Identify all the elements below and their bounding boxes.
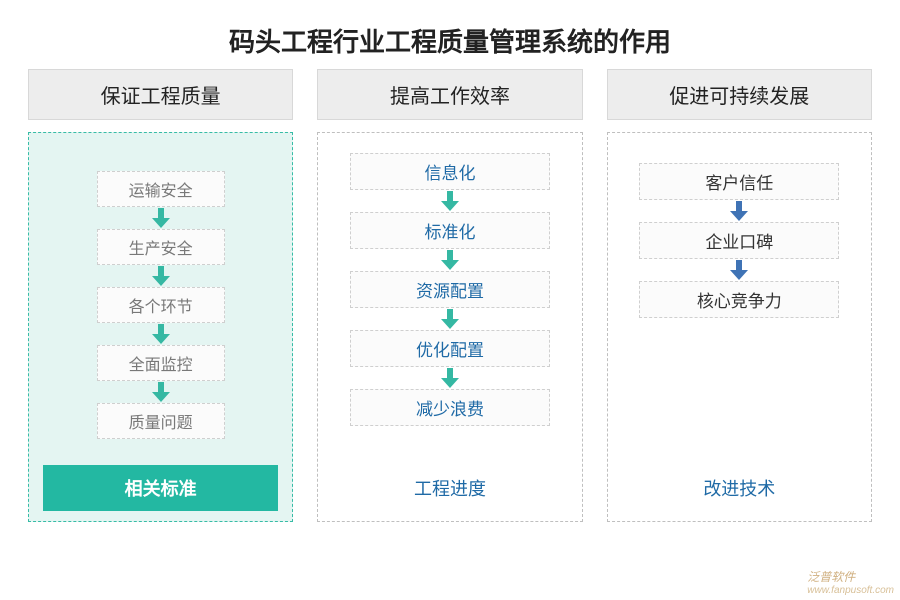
flow-box-label: 核心竞争力 xyxy=(697,292,782,311)
flow-arrow-icon xyxy=(441,367,459,389)
flow-box-label: 减少浪费 xyxy=(416,400,484,419)
flow-box: 企业口碑 xyxy=(639,222,839,259)
columns-container: 保证工程质量运输安全生产安全各个环节全面监控质量问题相关标准提高工作效率信息化标… xyxy=(0,69,900,522)
col-quality-footer: 相关标准 xyxy=(43,465,278,511)
flow-arrow-icon xyxy=(152,381,170,403)
flow-box-label: 质量问题 xyxy=(129,415,193,432)
col-efficiency-flow: 信息化标准化资源配置优化配置减少浪费 xyxy=(332,147,567,455)
flow-box: 资源配置 xyxy=(350,271,550,308)
flow-box-label: 优化配置 xyxy=(416,341,484,360)
flow-arrow-icon xyxy=(152,265,170,287)
watermark-url: www.fanpusoft.com xyxy=(807,585,894,596)
page-title: 码头工程行业工程质量管理系统的作用 xyxy=(0,0,900,69)
flow-arrow-icon xyxy=(730,200,748,222)
flow-box: 运输安全 xyxy=(97,171,225,207)
flow-box-label: 生产安全 xyxy=(129,241,193,258)
col-efficiency-footer: 工程进度 xyxy=(332,465,567,511)
col-efficiency-body: 信息化标准化资源配置优化配置减少浪费工程进度 xyxy=(317,132,582,522)
flow-arrow-icon xyxy=(152,323,170,345)
flow-arrow-icon xyxy=(152,207,170,229)
page-title-text: 码头工程行业工程质量管理系统的作用 xyxy=(229,27,671,57)
col-sustain-header: 促进可持续发展 xyxy=(607,69,872,120)
flow-box: 信息化 xyxy=(350,153,550,190)
flow-box: 客户信任 xyxy=(639,163,839,200)
col-sustain-footer-text: 改进技术 xyxy=(703,479,775,499)
flow-box-label: 企业口碑 xyxy=(705,233,773,252)
flow-box: 核心竞争力 xyxy=(639,281,839,318)
col-quality-flow: 运输安全生产安全各个环节全面监控质量问题 xyxy=(43,147,278,455)
col-efficiency-footer-text: 工程进度 xyxy=(414,479,486,499)
flow-box-label: 资源配置 xyxy=(416,282,484,301)
flow-box-label: 客户信任 xyxy=(705,174,773,193)
col-quality-header-text: 保证工程质量 xyxy=(101,86,221,108)
col-efficiency: 提高工作效率信息化标准化资源配置优化配置减少浪费工程进度 xyxy=(317,69,582,522)
flow-box-label: 标准化 xyxy=(424,223,475,242)
flow-arrow-icon xyxy=(441,190,459,212)
watermark: 泛普软件 www.fanpusoft.com xyxy=(807,568,894,596)
col-efficiency-header-text: 提高工作效率 xyxy=(390,86,510,108)
col-sustain-body: 客户信任企业口碑核心竞争力改进技术 xyxy=(607,132,872,522)
col-sustain-flow: 客户信任企业口碑核心竞争力 xyxy=(622,147,857,455)
col-sustain-header-text: 促进可持续发展 xyxy=(669,86,809,108)
flow-box: 标准化 xyxy=(350,212,550,249)
flow-arrow-icon xyxy=(441,308,459,330)
col-sustain-footer: 改进技术 xyxy=(622,465,857,511)
flow-box: 全面监控 xyxy=(97,345,225,381)
flow-box: 各个环节 xyxy=(97,287,225,323)
flow-box: 减少浪费 xyxy=(350,389,550,426)
col-sustain: 促进可持续发展客户信任企业口碑核心竞争力改进技术 xyxy=(607,69,872,522)
col-efficiency-header: 提高工作效率 xyxy=(317,69,582,120)
flow-box: 优化配置 xyxy=(350,330,550,367)
watermark-brand: 泛普软件 xyxy=(807,570,855,584)
flow-box-label: 信息化 xyxy=(424,164,475,183)
flow-box-label: 全面监控 xyxy=(129,357,193,374)
col-quality-header: 保证工程质量 xyxy=(28,69,293,120)
flow-arrow-icon xyxy=(441,249,459,271)
flow-box-label: 各个环节 xyxy=(129,299,193,316)
flow-arrow-icon xyxy=(730,259,748,281)
flow-box-label: 运输安全 xyxy=(129,183,193,200)
flow-box: 质量问题 xyxy=(97,403,225,439)
col-quality-body: 运输安全生产安全各个环节全面监控质量问题相关标准 xyxy=(28,132,293,522)
col-quality: 保证工程质量运输安全生产安全各个环节全面监控质量问题相关标准 xyxy=(28,69,293,522)
col-quality-footer-text: 相关标准 xyxy=(125,479,197,499)
flow-box: 生产安全 xyxy=(97,229,225,265)
